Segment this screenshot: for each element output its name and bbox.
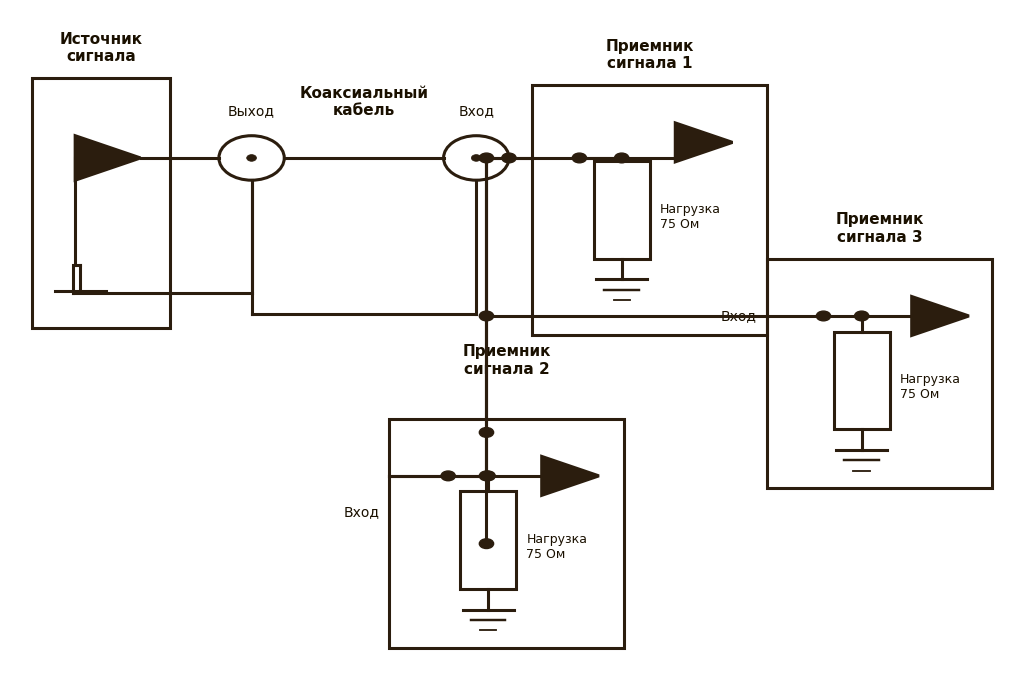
Polygon shape (75, 135, 140, 180)
Text: Приемник
сигнала 3: Приемник сигнала 3 (836, 212, 924, 245)
Bar (32, 78, 170, 328)
Bar (389, 419, 625, 648)
Text: Нагрузка
75 Ом: Нагрузка 75 Ом (526, 533, 588, 561)
Circle shape (481, 471, 496, 481)
Text: Приемник
сигнала 2: Приемник сигнала 2 (463, 344, 551, 377)
Text: Вход: Вход (721, 309, 757, 323)
Circle shape (479, 539, 494, 549)
Text: Вход: Вход (459, 104, 495, 119)
Text: Нагрузка
75 Ом: Нагрузка 75 Ом (660, 203, 721, 231)
Circle shape (471, 155, 481, 161)
Circle shape (479, 311, 494, 321)
Circle shape (479, 471, 494, 481)
Polygon shape (911, 297, 969, 336)
Text: Нагрузка
75 Ом: Нагрузка 75 Ом (900, 373, 961, 401)
Bar (532, 85, 767, 335)
Polygon shape (675, 123, 732, 162)
Circle shape (441, 471, 456, 481)
Text: Источник
сигнала: Источник сигнала (59, 31, 142, 64)
Bar (594, 161, 650, 259)
Circle shape (572, 153, 587, 163)
Text: Выход: Выход (228, 104, 275, 119)
Text: Приемник
сигнала 1: Приемник сигнала 1 (605, 38, 694, 71)
Text: Коаксиальный
кабель: Коаксиальный кабель (299, 86, 428, 119)
Circle shape (479, 153, 494, 163)
Circle shape (247, 155, 256, 161)
Polygon shape (542, 456, 599, 496)
Bar (834, 332, 890, 429)
Text: Вход: Вход (343, 505, 379, 519)
Circle shape (854, 311, 868, 321)
Bar (460, 491, 516, 589)
Circle shape (479, 428, 494, 437)
Circle shape (502, 153, 516, 163)
Bar (767, 259, 992, 488)
Circle shape (614, 153, 629, 163)
Circle shape (816, 311, 830, 321)
